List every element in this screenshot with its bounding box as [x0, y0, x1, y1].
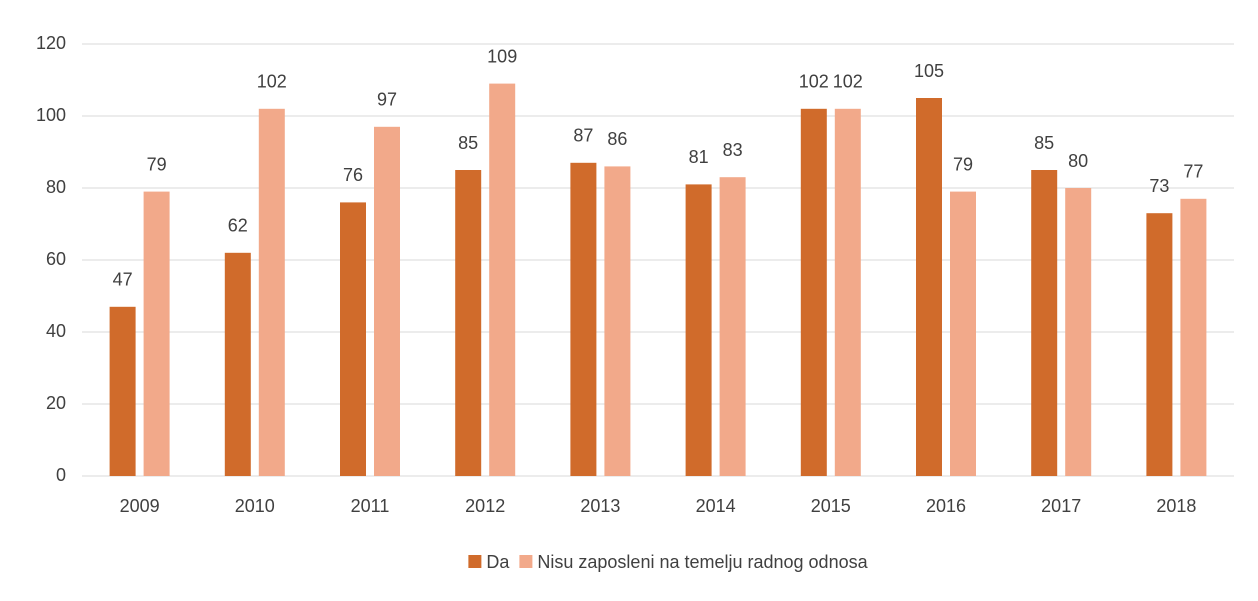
data-label: 102	[799, 72, 829, 92]
bar	[950, 191, 976, 476]
x-tick-label: 2010	[235, 496, 275, 516]
bar	[604, 166, 631, 476]
bar	[916, 98, 942, 476]
data-label: 105	[914, 61, 944, 81]
legend-label: Da	[486, 552, 510, 572]
data-label: 79	[953, 154, 973, 174]
bar	[800, 108, 827, 477]
y-tick-label: 60	[46, 249, 66, 269]
y-tick-label: 100	[36, 105, 66, 125]
bar	[109, 306, 136, 476]
data-label: 97	[377, 90, 397, 110]
data-label: 102	[257, 72, 287, 92]
x-tick-label: 2016	[926, 496, 966, 516]
data-label: 87	[573, 126, 593, 146]
data-label: 80	[1068, 151, 1088, 171]
x-tick-label: 2014	[696, 496, 736, 516]
legend-label: Nisu zaposleni na temelju radnog odnosa	[537, 552, 868, 572]
y-tick-label: 120	[36, 33, 66, 53]
data-label: 81	[689, 147, 709, 167]
y-tick-label: 0	[56, 465, 66, 485]
x-tick-label: 2015	[811, 496, 851, 516]
bar	[143, 191, 170, 476]
x-tick-label: 2012	[465, 496, 505, 516]
x-tick-label: 2013	[580, 496, 620, 516]
data-label: 102	[833, 72, 863, 92]
bar	[834, 108, 861, 477]
bar	[685, 184, 712, 476]
bar	[224, 252, 251, 476]
data-label: 85	[458, 133, 478, 153]
bar	[258, 108, 285, 477]
bar	[374, 126, 400, 477]
data-label: 79	[147, 154, 167, 174]
data-label: 109	[487, 46, 517, 66]
x-tick-label: 2009	[120, 496, 160, 516]
y-tick-label: 40	[46, 321, 66, 341]
data-label: 73	[1149, 176, 1169, 196]
data-label: 62	[228, 216, 248, 236]
x-tick-label: 2011	[351, 496, 390, 516]
legend-swatch	[468, 555, 482, 568]
data-label: 47	[113, 270, 133, 290]
bar	[1065, 188, 1092, 476]
bar	[719, 177, 746, 476]
data-label: 77	[1183, 162, 1203, 182]
bar	[570, 162, 597, 477]
data-label: 85	[1034, 133, 1054, 153]
legend-swatch	[519, 555, 533, 568]
bar	[1031, 170, 1058, 476]
x-tick-label: 2018	[1156, 496, 1196, 516]
bar	[1146, 213, 1173, 476]
y-tick-label: 20	[46, 393, 66, 413]
bar	[489, 83, 516, 476]
bar	[1180, 198, 1207, 477]
x-tick-label: 2017	[1041, 496, 1081, 516]
data-label: 83	[723, 140, 743, 160]
bar	[455, 170, 482, 476]
y-tick-label: 80	[46, 177, 66, 197]
bar	[340, 202, 366, 476]
data-label: 86	[607, 129, 627, 149]
data-label: 76	[343, 165, 363, 185]
